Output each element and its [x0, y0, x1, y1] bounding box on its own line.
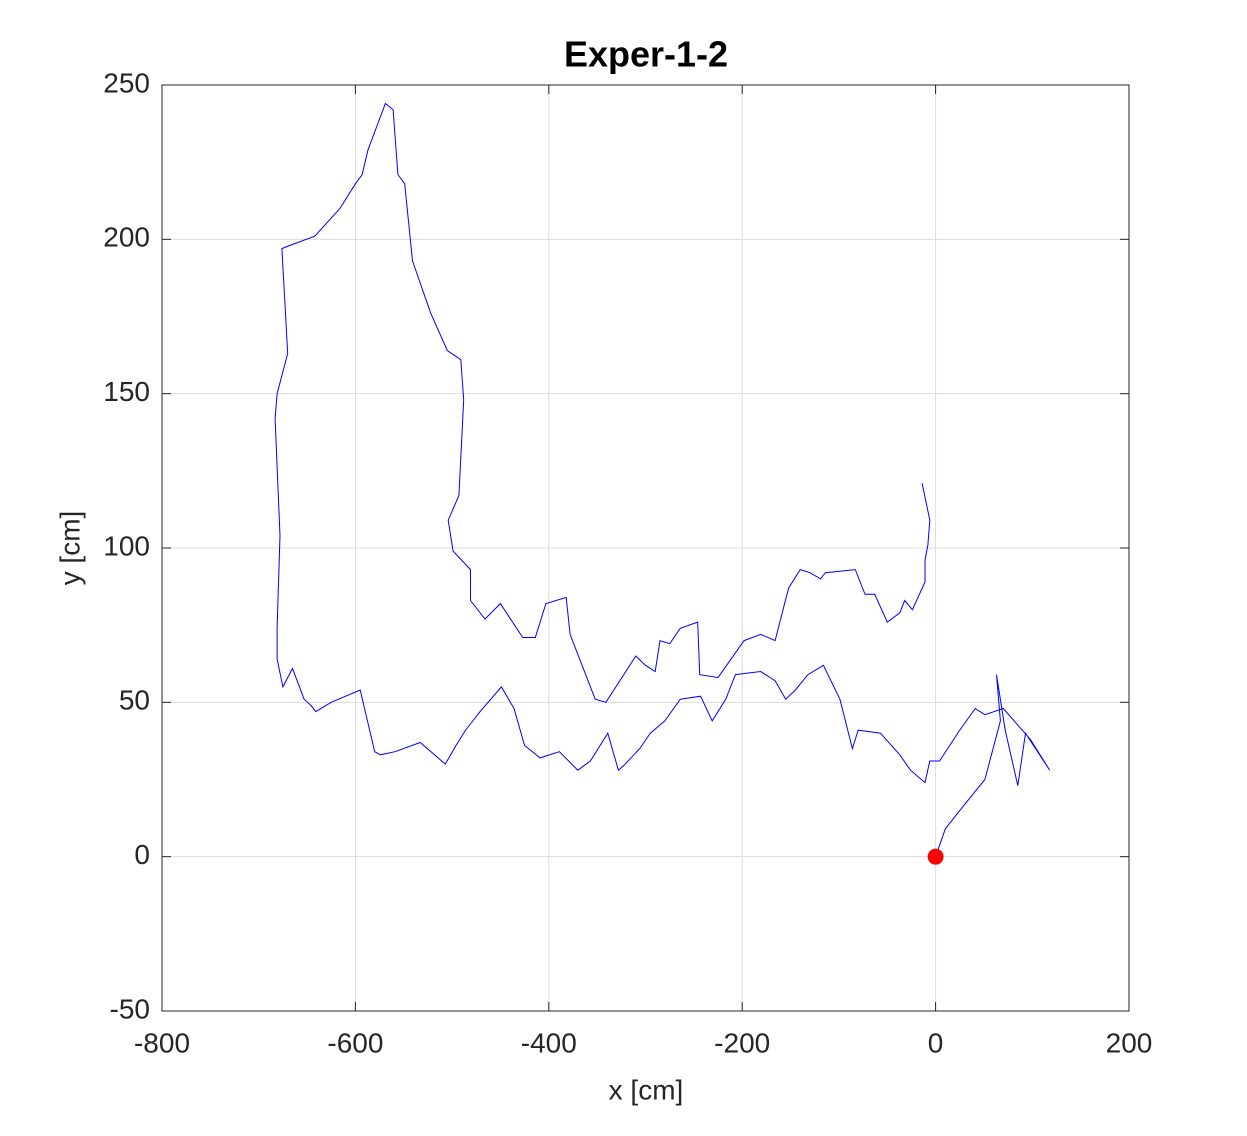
y-tick-label: 200: [103, 222, 150, 253]
x-tick-label: -600: [327, 1027, 383, 1058]
x-tick-label: 0: [928, 1027, 944, 1058]
y-tick-label: 50: [119, 685, 150, 716]
axes-box: [161, 84, 1130, 1012]
trajectory: [274, 102, 1051, 857]
y-tick-label: 100: [103, 530, 150, 561]
y-tick-label: 150: [103, 376, 150, 407]
y-tick-label: -50: [110, 993, 150, 1024]
x-tick-label: -800: [134, 1027, 190, 1058]
y-tick-label: 250: [103, 67, 150, 98]
x-tick-label: -200: [714, 1027, 770, 1058]
point-marker: [927, 848, 944, 865]
y-tick-label: 0: [134, 839, 150, 870]
x-tick-label: 200: [1106, 1027, 1153, 1058]
x-axis-label: x [cm]: [609, 1074, 684, 1105]
x-tick-label: -400: [521, 1027, 577, 1058]
chart-title: Exper-1-2: [564, 34, 728, 75]
y-axis-label: y [cm]: [54, 511, 85, 586]
